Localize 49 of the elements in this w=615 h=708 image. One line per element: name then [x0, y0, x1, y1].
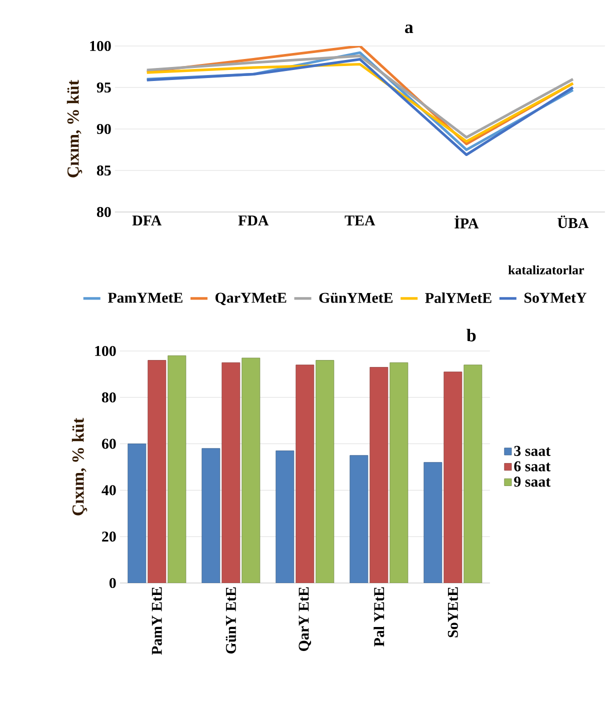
y-axis-title: Çıxım, % küt: [66, 80, 82, 178]
legend-label: 3 saat: [514, 446, 551, 456]
y-tick-label: 100: [90, 40, 111, 52]
bar: [148, 360, 166, 583]
x-tick-label: İPA: [454, 216, 479, 228]
legend-label: GünYMetE: [319, 292, 393, 303]
x-tick-label: SoYEtE: [448, 587, 458, 638]
y-tick-label: 60: [102, 438, 116, 449]
legend-label: 6 saat: [514, 461, 551, 472]
bar: [168, 355, 186, 583]
y-tick-label: 100: [95, 346, 116, 356]
y-tick-label: 90: [96, 124, 111, 134]
bar: [350, 455, 368, 583]
y-tick-label: 85: [96, 165, 111, 176]
legend-label: QarYMetE: [216, 292, 286, 306]
y-tick-label: 40: [102, 485, 116, 496]
legend-label: PalYMetE: [425, 292, 492, 304]
x-tick-label: TEA: [344, 216, 376, 226]
y-tick-label: 95: [96, 82, 111, 93]
x-tick-label: FDA: [238, 216, 269, 226]
bar: [464, 364, 482, 583]
legend-label: PamYMetE: [108, 292, 182, 303]
bar: [390, 362, 408, 583]
x-tick-label: DFA: [132, 216, 162, 226]
y-tick-label: 20: [102, 532, 116, 542]
y-tick-label: 80: [96, 206, 111, 218]
chart-title: a: [405, 24, 414, 34]
legend-label: SoYMetY: [524, 292, 587, 303]
bar: [370, 367, 388, 583]
bar: [444, 372, 462, 583]
x-tick-label: Pal YEtE: [374, 587, 384, 646]
x-tick-label: QarY EtE: [298, 587, 312, 651]
bar: [222, 362, 240, 583]
y-axis-title: Çıxım, % küt: [72, 418, 88, 516]
bar: [242, 358, 260, 583]
x-axis-title: katalizatorlar: [508, 265, 584, 274]
y-tick-label: 80: [102, 392, 116, 402]
bar: [296, 364, 314, 583]
bar: [276, 450, 294, 583]
x-tick-label: ÜBA: [558, 216, 589, 228]
bar: [424, 462, 442, 583]
bar: [202, 448, 220, 583]
y-tick-label: 0: [110, 578, 116, 588]
chart-title: b: [466, 328, 476, 342]
bar: [316, 360, 334, 583]
legend-label: 9 saat: [514, 476, 551, 487]
x-tick-label: GünY EtE: [226, 587, 236, 654]
x-tick-label: PamY EtE: [152, 587, 162, 655]
bar: [128, 444, 146, 583]
